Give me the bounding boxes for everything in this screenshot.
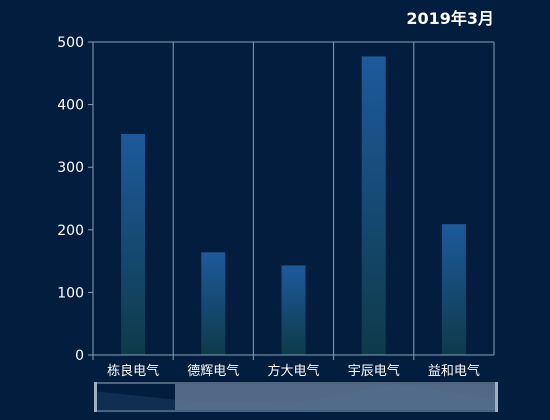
bar-5[interactable]: [441, 224, 466, 355]
x-tick-label: 栋良电气: [107, 363, 159, 379]
gridlines: [172, 42, 415, 355]
y-tick-label: 100: [57, 285, 84, 301]
bars: [121, 56, 466, 355]
x-tick-label: 德辉电气: [187, 363, 239, 379]
slider-selected-range[interactable]: [175, 384, 496, 410]
y-tick-label: 400: [57, 98, 84, 114]
axes: [92, 41, 495, 356]
y-tick-label: 0: [75, 348, 84, 364]
y-tick-label: 300: [57, 160, 84, 176]
bar-3[interactable]: [281, 265, 306, 355]
bar-4[interactable]: [361, 56, 386, 355]
slider-start-handle[interactable]: [94, 382, 97, 412]
x-tick-label: 益和电气: [428, 363, 480, 379]
bar-2[interactable]: [201, 252, 226, 355]
y-axis-ticks: 0 100 200 300 400 500: [57, 35, 93, 364]
x-tick-label: 宇辰电气: [348, 363, 400, 379]
x-tick-label: 方大电气: [267, 363, 319, 379]
data-zoom-slider[interactable]: [94, 382, 498, 412]
bar-1[interactable]: [121, 134, 146, 355]
y-tick-label: 500: [57, 35, 84, 51]
x-axis-ticks: 栋良电气 德辉电气 方大电气 宇辰电气 益和电气: [92, 355, 480, 379]
chart-title: 2019年3月: [406, 9, 494, 28]
slider-end-handle[interactable]: [495, 382, 498, 412]
y-tick-label: 200: [57, 223, 84, 239]
